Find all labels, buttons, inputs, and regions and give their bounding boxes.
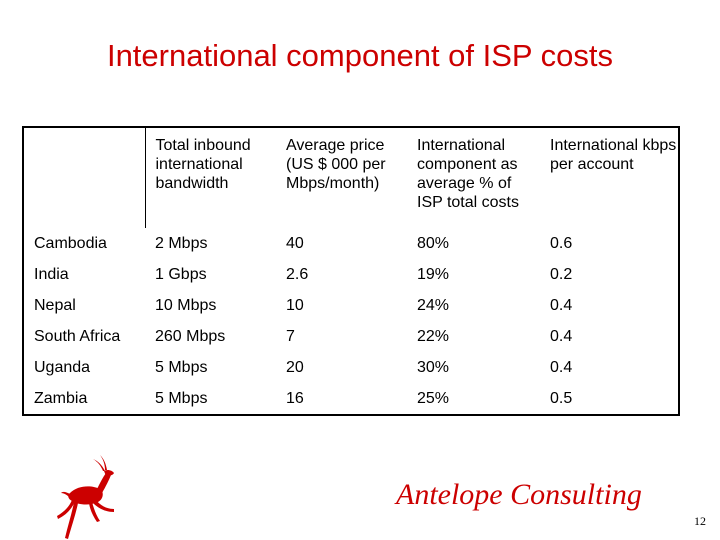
intl-component-cell: 19%: [417, 266, 450, 283]
brand-name: Antelope Consulting: [396, 478, 642, 511]
country-cell: Cambodia: [34, 235, 107, 252]
bandwidth-cell: 260 Mbps: [155, 328, 226, 345]
page-number: 12: [694, 514, 706, 528]
isp-costs-table: Total inbound international bandwidth Av…: [22, 126, 680, 416]
header-cell-empty: [23, 127, 146, 228]
intl-component-cell: 80%: [417, 235, 450, 252]
kbps-cell: 0.5: [550, 390, 573, 407]
price-cell: 20: [286, 359, 304, 376]
table-row: India 1 Gbps 2.6 19% 0.2: [23, 259, 679, 290]
country-cell: Uganda: [34, 359, 91, 376]
kbps-cell: 0.2: [550, 266, 573, 283]
antelope-icon: [57, 455, 114, 539]
table-row: Nepal 10 Mbps 10 24% 0.4: [23, 290, 679, 321]
country-cell: South Africa: [34, 328, 121, 345]
kbps-cell: 0.4: [550, 328, 573, 345]
country-cell: Nepal: [34, 297, 76, 314]
price-cell: 10: [286, 297, 304, 314]
header-cell-price: Average price (US $ 000 per Mbps/month): [286, 137, 386, 192]
price-cell: 16: [286, 390, 304, 407]
kbps-cell: 0.4: [550, 359, 573, 376]
bandwidth-cell: 2 Mbps: [155, 235, 208, 252]
bandwidth-cell: 5 Mbps: [155, 359, 208, 376]
table-row: Uganda 5 Mbps 20 30% 0.4: [23, 352, 679, 383]
header-cell-kbps: International kbps per account: [550, 137, 677, 173]
table-row: Zambia 5 Mbps 16 25% 0.5: [23, 383, 679, 415]
kbps-cell: 0.6: [550, 235, 573, 252]
header-cell-bandwidth: Total inbound international bandwidth: [155, 137, 251, 192]
table-row: South Africa 260 Mbps 7 22% 0.4: [23, 321, 679, 352]
slide-title: International component of ISP costs: [106, 38, 614, 73]
bandwidth-cell: 1 Gbps: [155, 266, 207, 283]
country-cell: India: [34, 266, 69, 283]
table-header-row: Total inbound international bandwidth Av…: [23, 127, 679, 228]
country-cell: Zambia: [34, 390, 88, 407]
table-row: Cambodia 2 Mbps 40 80% 0.6: [23, 228, 679, 259]
price-cell: 40: [286, 235, 304, 252]
intl-component-cell: 30%: [417, 359, 450, 376]
kbps-cell: 0.4: [550, 297, 573, 314]
bandwidth-cell: 5 Mbps: [155, 390, 208, 407]
price-cell: 2.6: [286, 266, 309, 283]
bandwidth-cell: 10 Mbps: [155, 297, 217, 314]
intl-component-cell: 24%: [417, 297, 450, 314]
header-cell-intl-component: International component as average % of …: [417, 137, 519, 211]
intl-component-cell: 25%: [417, 390, 450, 407]
price-cell: 7: [286, 328, 295, 345]
intl-component-cell: 22%: [417, 328, 450, 345]
